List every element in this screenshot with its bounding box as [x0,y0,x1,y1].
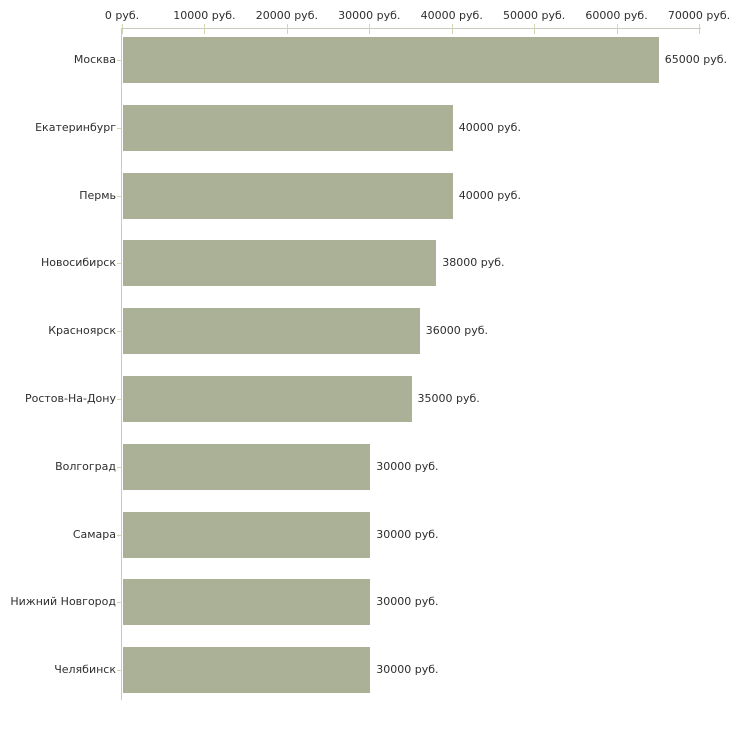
category-tick-mark [117,128,122,129]
category-label: Волгоград [55,459,116,473]
bar [123,647,371,694]
x-axis-tick-label: 30000 руб. [338,9,401,22]
bar [123,579,371,626]
value-label: 65000 руб. [664,53,728,66]
category-label: Ростов-На-Дону [24,392,116,405]
category-tick-mark [117,196,122,197]
value-label: 30000 руб. [376,459,439,473]
category-label: Красноярск [48,324,116,338]
x-axis-tick-label: 10000 руб. [173,9,236,22]
bar [123,104,453,151]
bar [123,172,453,219]
x-axis-line [121,28,701,29]
x-axis-tick-label: 40000 руб. [420,9,483,22]
value-label: 30000 руб. [376,595,439,609]
value-label: 40000 руб. [458,188,521,202]
category-label: Самара [72,527,116,541]
category-tick-mark [117,602,122,603]
x-axis-tick-mark [204,24,206,34]
category-tick-mark [117,670,122,671]
value-label: 36000 руб. [425,324,488,338]
value-label: 30000 руб. [376,527,439,541]
x-axis-tick-mark [699,24,700,34]
category-label: Екатеринбург [35,120,116,134]
bar [123,443,371,490]
category-tick-mark [117,60,122,61]
x-axis-tick-mark [286,24,288,34]
x-axis-tick-mark [534,24,536,34]
category-tick-mark [117,399,122,400]
category-label: Москва [73,53,116,66]
x-axis-tick-label: 70000 руб. [667,9,730,22]
category-tick-mark [117,467,122,468]
bar [123,376,412,422]
bar [123,308,420,355]
bar [123,511,371,558]
category-tick-mark [117,331,122,332]
x-axis-tick-mark [369,24,371,34]
bar [123,37,659,83]
y-axis-line [121,28,122,700]
x-axis-tick-label: 50000 руб. [503,9,566,22]
x-axis-tick-label: 20000 руб. [255,9,318,22]
category-label: Челябинск [54,663,116,677]
category-label: Новосибирск [40,256,116,270]
bar [123,240,437,287]
x-axis-tick-mark [451,24,453,34]
value-label: 35000 руб. [417,392,480,405]
value-label: 30000 руб. [376,663,439,677]
x-axis-tick-label: 60000 руб. [585,9,648,22]
x-axis-tick-label: 0 руб. [104,9,140,22]
x-axis-tick-mark [122,24,123,34]
category-label: Пермь [79,188,116,202]
category-label: Нижний Новгород [10,595,116,609]
category-tick-mark [117,535,122,536]
value-label: 40000 руб. [458,120,521,134]
x-axis-tick-mark [616,24,618,34]
value-label: 38000 руб. [442,256,505,270]
category-tick-mark [117,263,122,264]
